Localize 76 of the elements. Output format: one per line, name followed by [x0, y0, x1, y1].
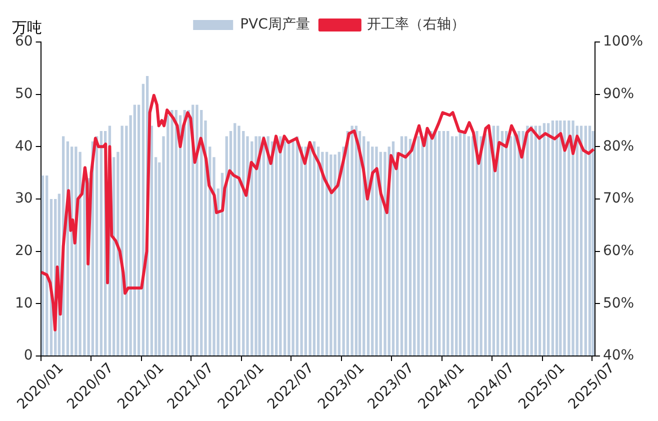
bar: [500, 130, 504, 356]
y-tick-label: 0: [24, 348, 33, 364]
y2-tick-label: 100%: [602, 34, 644, 50]
legend-label: PVC周产量: [240, 16, 310, 33]
bar: [509, 136, 512, 356]
y-tick-label: 50: [14, 86, 33, 102]
bar: [296, 136, 299, 356]
bar: [196, 104, 198, 356]
bar: [133, 104, 136, 356]
y2-tick-label: 90%: [602, 86, 634, 102]
bar: [530, 126, 533, 356]
y2-tick-label: 70%: [602, 190, 634, 207]
bar: [41, 175, 44, 356]
bar: [588, 126, 592, 356]
bar: [572, 120, 574, 356]
bar: [546, 123, 550, 356]
bar: [174, 110, 178, 356]
bar: [450, 136, 454, 356]
bar: [279, 136, 282, 356]
bar: [413, 138, 416, 356]
bar: [308, 141, 312, 356]
bar: [375, 146, 378, 356]
legend-label: 开工率（右轴）: [366, 16, 465, 33]
bar: [442, 130, 446, 356]
bar: [542, 123, 546, 356]
y2-tick-label: 60%: [602, 242, 634, 259]
y-tick-label: 20: [14, 242, 33, 259]
bar: [563, 120, 566, 356]
bar: [170, 110, 174, 356]
y2-tick-label: 50%: [602, 295, 634, 312]
bar: [266, 136, 270, 356]
bar: [430, 130, 432, 356]
bar: [254, 136, 258, 356]
bar: [137, 104, 140, 356]
bar: [534, 126, 538, 356]
y-tick-label: 40: [14, 138, 33, 154]
y2-tick-label: 40%: [602, 348, 634, 364]
bar: [559, 120, 562, 356]
bar: [150, 126, 154, 356]
bar: [95, 136, 98, 356]
y2-tick-label: 80%: [602, 138, 634, 154]
bar: [551, 120, 554, 356]
bar: [350, 126, 354, 356]
bar: [100, 130, 103, 356]
bar: [288, 141, 290, 356]
bar: [312, 141, 316, 356]
bar: [476, 130, 478, 356]
bar: [392, 141, 395, 356]
y-axis-title: 万吨: [12, 18, 42, 36]
bar: [434, 130, 437, 356]
bar: [438, 130, 441, 356]
bar: [467, 136, 470, 356]
bar: [408, 138, 412, 356]
bar: [404, 136, 408, 356]
bar: [458, 130, 462, 356]
bar: [555, 120, 558, 356]
bar: [518, 130, 520, 356]
bar: [258, 136, 261, 356]
y-tick-label: 10: [14, 295, 33, 312]
bar: [417, 136, 420, 356]
y-tick-label: 60: [14, 34, 33, 50]
bar: [584, 126, 587, 356]
bar: [238, 126, 240, 356]
bar: [538, 126, 542, 356]
bar: [325, 152, 328, 356]
bar: [234, 123, 236, 356]
bar: [330, 154, 332, 356]
y-tick-label: 30: [14, 190, 33, 207]
bar: [580, 126, 583, 356]
bar: [504, 130, 508, 356]
bar: [46, 175, 48, 356]
bar: [334, 154, 336, 356]
bar: [446, 130, 450, 356]
bar: [262, 136, 266, 356]
bar: [455, 136, 458, 356]
bar: [400, 136, 404, 356]
